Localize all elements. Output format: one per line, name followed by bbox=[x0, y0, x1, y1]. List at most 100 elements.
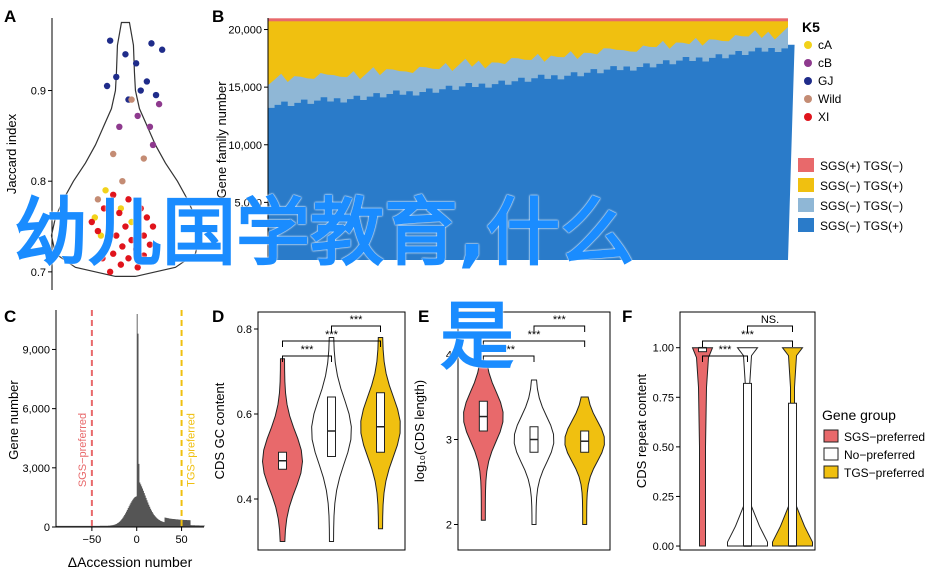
a-point bbox=[149, 223, 157, 230]
panelD-bracket bbox=[331, 325, 381, 332]
panelF-bracket bbox=[702, 355, 748, 362]
b-legend-swatch bbox=[798, 158, 814, 172]
c-tick-label: −50 bbox=[83, 534, 102, 546]
panelD-tick-label: 0.8 bbox=[237, 324, 252, 336]
panelD-box bbox=[376, 392, 385, 453]
panelE-tick-label: 2 bbox=[446, 520, 452, 532]
b-legend-swatch bbox=[798, 178, 814, 192]
a-point bbox=[128, 236, 135, 244]
a-point bbox=[128, 218, 135, 226]
a-point bbox=[134, 227, 141, 235]
panelE-tick-label: 3 bbox=[446, 435, 452, 447]
panelF-y-label: CDS repeat content bbox=[634, 374, 649, 489]
a-point bbox=[137, 87, 144, 94]
panel-f: 1.00 0.75 0.50 0.25 0.00 CDS repeat content NS… bbox=[634, 311, 925, 553]
panelF-tick-label: 0.00 bbox=[653, 541, 674, 553]
panel-letter-d: D bbox=[212, 307, 224, 326]
a-point bbox=[97, 232, 105, 239]
b-legend-marker bbox=[804, 41, 812, 49]
b-legend-marker bbox=[804, 95, 812, 103]
b-tick-label: 10,000 bbox=[228, 140, 262, 152]
f-legend-label: TGS−preferred bbox=[844, 466, 924, 480]
a-tick-label: 0.9 bbox=[31, 86, 46, 98]
panel-a: 0.9 0.8 0.7 Jaccard index bbox=[4, 18, 201, 290]
a-point bbox=[119, 178, 126, 185]
b-legend-marker bbox=[804, 59, 812, 67]
a-point bbox=[113, 73, 120, 81]
a-point bbox=[149, 141, 157, 149]
overlay-title-line2: 是 bbox=[440, 294, 514, 380]
c-vline-label-tgs: TGS−preferred bbox=[186, 413, 198, 487]
panelE-bracket bbox=[533, 325, 586, 332]
panelD-bracket bbox=[282, 340, 381, 347]
a-point bbox=[122, 51, 129, 58]
c-tick-label: 6,000 bbox=[22, 404, 50, 416]
a-point bbox=[134, 264, 141, 271]
f-legend-title: Gene group bbox=[822, 407, 896, 423]
panelE-violin bbox=[564, 396, 605, 525]
a-point bbox=[116, 209, 123, 217]
panel-letter-f: F bbox=[622, 307, 632, 326]
b-legend-swatch bbox=[798, 218, 814, 232]
a-point bbox=[100, 205, 108, 212]
a-point bbox=[113, 232, 120, 239]
panelF-tick-label: 0.50 bbox=[653, 442, 674, 454]
panelF-bracket bbox=[747, 325, 793, 332]
b-legend-swatch bbox=[798, 198, 814, 212]
b-legend-label: Wild bbox=[818, 92, 841, 106]
c-tick-label: 50 bbox=[175, 534, 187, 546]
a-point bbox=[140, 155, 147, 162]
panelD-bracket bbox=[282, 355, 332, 362]
a-point bbox=[125, 255, 132, 262]
b-tick-label: 20,000 bbox=[228, 25, 262, 37]
a-point bbox=[117, 261, 125, 268]
a-point bbox=[132, 60, 140, 67]
a-point bbox=[143, 78, 151, 85]
c-tick-label: 3,000 bbox=[22, 463, 50, 475]
c-vline-label-sgs: SGS−preferred bbox=[77, 413, 89, 487]
b-area-core bbox=[268, 44, 795, 261]
b-legend-label: SGS(−) TGS(+) bbox=[820, 179, 903, 193]
panelF-bracket-label: *** bbox=[741, 329, 755, 341]
panel-letter-e: E bbox=[418, 307, 429, 326]
b-legend-marker bbox=[804, 113, 812, 121]
panelF-bracket-label: NS. bbox=[761, 314, 779, 326]
a-point bbox=[94, 227, 102, 235]
panelF-violin bbox=[691, 347, 714, 547]
panelD-y-label: CDS GC content bbox=[212, 382, 227, 479]
panelE-frame bbox=[457, 311, 611, 551]
a-point bbox=[134, 112, 141, 120]
a-point bbox=[119, 243, 126, 250]
c-tick-label: 0 bbox=[44, 522, 50, 534]
panelE-violin bbox=[463, 362, 504, 521]
a-point bbox=[94, 196, 102, 203]
panelF-box bbox=[743, 382, 752, 547]
panelD-bracket-label: *** bbox=[350, 314, 364, 326]
a-tick-label: 0.7 bbox=[31, 267, 46, 279]
a-violin bbox=[50, 21, 201, 277]
panelD-box bbox=[327, 396, 336, 457]
panelE-bracket-label: *** bbox=[528, 329, 542, 341]
a-point bbox=[143, 214, 151, 221]
b-legend-label: cB bbox=[818, 56, 832, 70]
b-legend-marker bbox=[804, 77, 812, 85]
panelD-bracket-label: *** bbox=[325, 329, 339, 341]
panel-e: 4 3 2 log₁₀(CDS length) *** *** *** bbox=[412, 311, 611, 551]
b-legend-label: SGS(−) TGS(−) bbox=[820, 199, 903, 213]
panelF-frame bbox=[679, 311, 816, 551]
b-area-sgs-plus-tgs-minus bbox=[268, 18, 788, 22]
f-legend-swatch bbox=[823, 429, 839, 443]
panelE-bracket-label: *** bbox=[553, 314, 567, 326]
c-x-label: ΔAccession number bbox=[68, 554, 193, 570]
a-point bbox=[148, 40, 155, 47]
panelE-bracket bbox=[482, 355, 535, 362]
a-point bbox=[116, 123, 123, 130]
a-point bbox=[146, 123, 154, 130]
a-point bbox=[103, 82, 111, 90]
a-point bbox=[106, 37, 114, 44]
panelF-tick-label: 1.00 bbox=[653, 343, 674, 355]
b-tick-label: 5,000 bbox=[234, 197, 262, 209]
f-legend-label: No−preferred bbox=[844, 448, 915, 462]
a-point bbox=[103, 241, 111, 248]
b-legend-label: SGS(+) TGS(−) bbox=[820, 159, 903, 173]
